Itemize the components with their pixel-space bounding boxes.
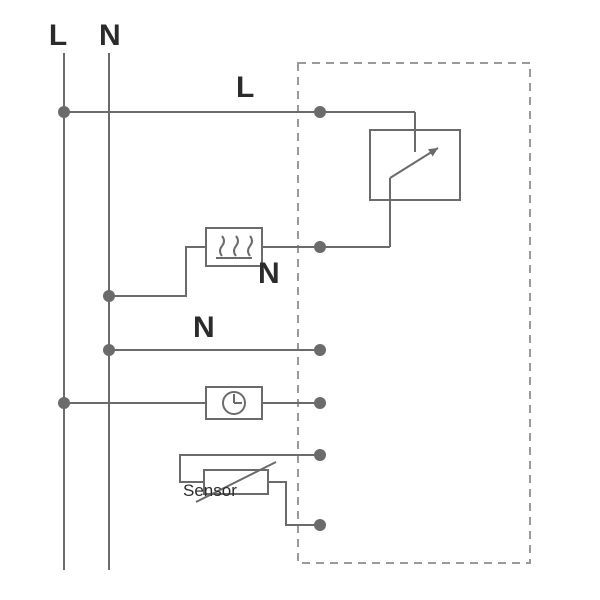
svg-text:N: N bbox=[258, 257, 280, 290]
svg-text:Sensor: Sensor bbox=[183, 481, 237, 500]
svg-text:N: N bbox=[99, 19, 121, 52]
svg-text:L: L bbox=[236, 71, 254, 104]
svg-text:L: L bbox=[49, 19, 67, 52]
svg-text:N: N bbox=[193, 311, 215, 344]
